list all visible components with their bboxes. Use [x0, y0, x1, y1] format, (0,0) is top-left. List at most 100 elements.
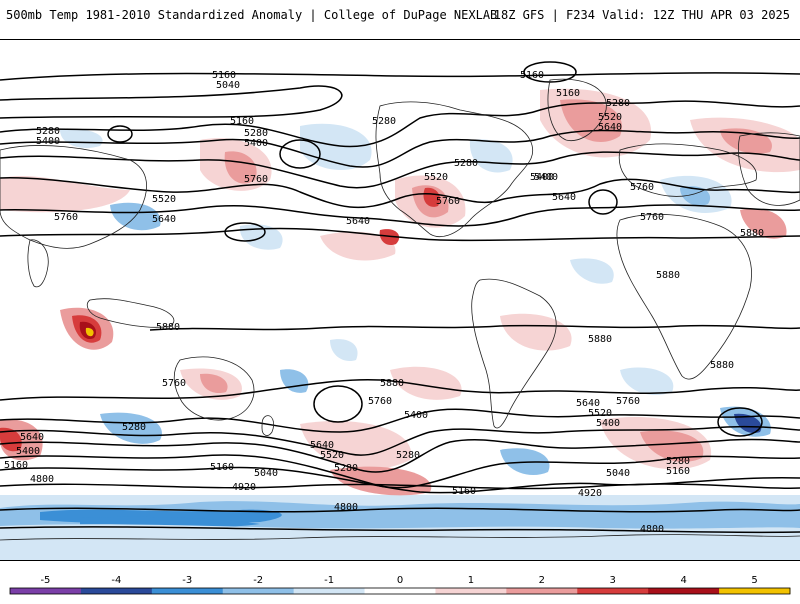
- colorbar-segment: [577, 588, 649, 594]
- contour-label: 5400: [16, 446, 40, 457]
- contour-label: 5760: [630, 182, 654, 193]
- anomaly-map[interactable]: 5160 5040 5160 5160 5280 5520 5640 5280 …: [0, 39, 800, 561]
- contour-label: 4920: [232, 482, 256, 493]
- contour-label: 5160: [4, 460, 28, 471]
- contour-label: 4920: [578, 488, 602, 499]
- colorbar-segment: [648, 588, 720, 594]
- contour-label: 5280: [244, 128, 268, 139]
- contour-label: 5160: [520, 70, 544, 81]
- contour-label: 5520: [152, 194, 176, 205]
- colorbar-segment: [719, 588, 791, 594]
- contour-label: 5280: [122, 422, 146, 433]
- north-america-outline: [375, 101, 533, 237]
- contour-label: 5040: [606, 468, 630, 479]
- contour-label: 5640: [20, 432, 44, 443]
- contour-label: 5880: [710, 360, 734, 371]
- contour-label: 5040: [216, 80, 240, 91]
- colorbar-tick-label: 1: [468, 575, 474, 586]
- contour-label: 5280: [36, 126, 60, 137]
- coastlines: [0, 78, 800, 541]
- contour-label: 5760: [368, 396, 392, 407]
- contour-label: 5160: [210, 462, 234, 473]
- contour-label: 5400: [596, 418, 620, 429]
- contour-label: 5760: [244, 174, 268, 185]
- colorbar-outline: [9, 587, 791, 595]
- contour-label: 5640: [152, 214, 176, 225]
- antarctica-outline: [0, 534, 800, 541]
- contour-label: 5040: [254, 468, 278, 479]
- colorbar-tick-label: 3: [610, 575, 616, 586]
- header: 500mb Temp 1981-2010 Standardized Anomal…: [0, 0, 800, 30]
- contour-label: 4800: [30, 474, 54, 485]
- colorbar-tick-label: -2: [253, 575, 263, 586]
- contour-label: 5880: [156, 322, 180, 333]
- contour-label: 5760: [640, 212, 664, 223]
- contour-label: 5400: [530, 172, 554, 183]
- contour-label: 5280: [396, 450, 420, 461]
- new-zealand-outline: [261, 415, 274, 436]
- colorbar-segment: [222, 588, 295, 594]
- colorbar-canvas: -5 -4 -3 -2 -1 0 1 2 3 4 5: [9, 575, 791, 595]
- map-canvas: 5160 5040 5160 5160 5280 5520 5640 5280 …: [0, 61, 800, 560]
- indonesia-outline: [86, 298, 175, 328]
- colorbar-tick-label: -5: [40, 575, 50, 586]
- colorbar-segment: [506, 588, 578, 594]
- contour-label: 5760: [616, 396, 640, 407]
- contour-label: 5280: [372, 116, 396, 127]
- contour-label: 5640: [346, 216, 370, 227]
- contour-label: 5520: [588, 408, 612, 419]
- colorbar-tick-label: 2: [539, 575, 545, 586]
- anomaly-colorbar: -5 -4 -3 -2 -1 0 1 2 3 4 5: [0, 572, 800, 600]
- europe-outline: [618, 143, 757, 197]
- contour-label: 5160: [212, 70, 236, 81]
- map-title: 500mb Temp 1981-2010 Standardized Anomal…: [6, 8, 498, 22]
- contour-label: 5400: [36, 136, 60, 147]
- colorbar-tick-label: -1: [324, 575, 334, 586]
- contour-label: 5640: [552, 192, 576, 203]
- contour-label: 5880: [588, 334, 612, 345]
- colorbar-segment: [80, 588, 153, 594]
- contour-label: 5640: [598, 122, 622, 133]
- contour-label: 5880: [656, 270, 680, 281]
- contour-label: 5640: [310, 440, 334, 451]
- australia-outline: [173, 356, 255, 421]
- colorbar-segment: [151, 588, 224, 594]
- south-america-outline: [471, 278, 557, 429]
- contour-label: 5400: [534, 172, 558, 183]
- contour-label: 5880: [740, 228, 764, 239]
- contour-label: 5400: [404, 410, 428, 421]
- contour-label: 5280: [606, 98, 630, 109]
- contour-label: 5160: [556, 88, 580, 99]
- colorbar-tick-label: -4: [111, 575, 121, 586]
- colorbar-segment: [435, 588, 507, 594]
- contour-label: 5160: [452, 486, 476, 497]
- contour-label: 4800: [334, 502, 358, 513]
- india-outline: [27, 239, 49, 288]
- contour-label: 5160: [230, 116, 254, 127]
- contour-label: 5280: [334, 463, 358, 474]
- contour-label: 5280: [666, 456, 690, 467]
- contour-label: 5760: [436, 196, 460, 207]
- colorbar-tick-label: 4: [680, 575, 686, 586]
- colorbar-tick-label: 0: [397, 575, 403, 586]
- contour-labels: 5160 5040 5160 5160 5280 5520 5640 5280 …: [4, 70, 764, 535]
- colorbar-tick-label: 5: [751, 575, 757, 586]
- colorbar-segment: [293, 588, 366, 594]
- contour-label: 5760: [54, 212, 78, 223]
- africa-outline: [616, 213, 752, 380]
- contour-label: 5880: [380, 378, 404, 389]
- contour-label: 5760: [162, 378, 186, 389]
- contour-label: 5640: [576, 398, 600, 409]
- contour-label: 5520: [598, 112, 622, 123]
- colorbar-segment: [10, 588, 82, 594]
- colorbar-segment: [364, 588, 436, 594]
- greenland-outline: [547, 78, 607, 142]
- contour-label: 5520: [424, 172, 448, 183]
- contour-label: 4800: [640, 524, 664, 535]
- colorbar-tick-label: -3: [182, 575, 192, 586]
- asia-outline: [0, 132, 800, 249]
- contour-label: 5400: [244, 138, 268, 149]
- contour-label: 5280: [454, 158, 478, 169]
- contour-label: 5160: [666, 466, 690, 477]
- contour-label: 5520: [320, 450, 344, 461]
